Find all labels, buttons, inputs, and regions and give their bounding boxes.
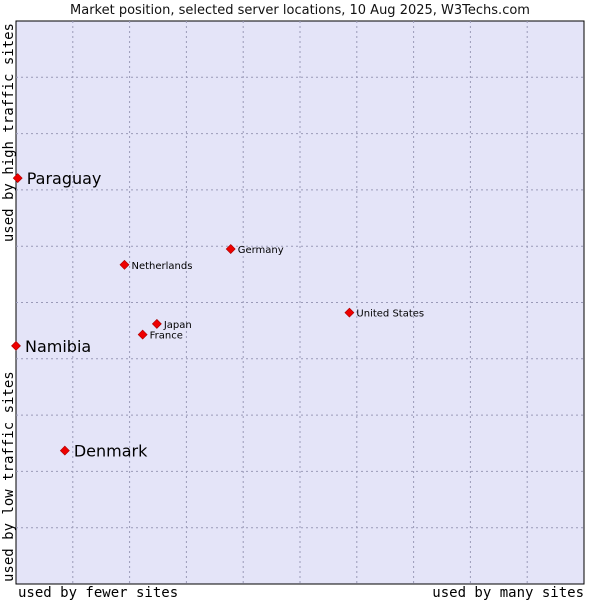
x-axis-label-right: used by many sites <box>432 585 584 600</box>
point-denmark: Denmark <box>59 442 148 461</box>
x-axis-label-left: used by fewer sites <box>18 585 178 600</box>
point-united-states: United States <box>344 307 424 320</box>
point-france: France <box>137 329 183 342</box>
label-denmark: Denmark <box>74 442 148 461</box>
marker-united-states <box>344 307 355 318</box>
label-united-states: United States <box>356 309 424 320</box>
marker-denmark <box>59 445 70 456</box>
label-namibia: Namibia <box>25 337 91 356</box>
chart-title: Market position, selected server locatio… <box>70 3 530 18</box>
marker-netherlands <box>119 259 130 270</box>
data-points: Paraguay Namibia Denmark Germany Netherlands… <box>11 169 424 461</box>
grid <box>16 21 584 584</box>
marker-germany <box>225 244 236 254</box>
label-paraguay: Paraguay <box>27 169 102 188</box>
label-japan: Japan <box>163 320 192 331</box>
point-paraguay: Paraguay <box>12 169 102 188</box>
y-axis-label-top: used by high traffic sites <box>1 23 17 242</box>
y-axis-label-bottom: used by low traffic sites <box>1 371 17 582</box>
label-france: France <box>150 331 183 342</box>
point-japan: Japan <box>151 318 192 331</box>
label-netherlands: Netherlands <box>131 261 192 272</box>
point-namibia: Namibia <box>11 337 91 356</box>
marker-paraguay <box>12 173 23 184</box>
point-germany: Germany <box>225 244 284 256</box>
label-germany: Germany <box>238 245 284 256</box>
marker-namibia <box>11 340 21 351</box>
marker-japan <box>151 318 162 329</box>
point-netherlands: Netherlands <box>119 259 192 272</box>
marker-france <box>137 329 148 340</box>
